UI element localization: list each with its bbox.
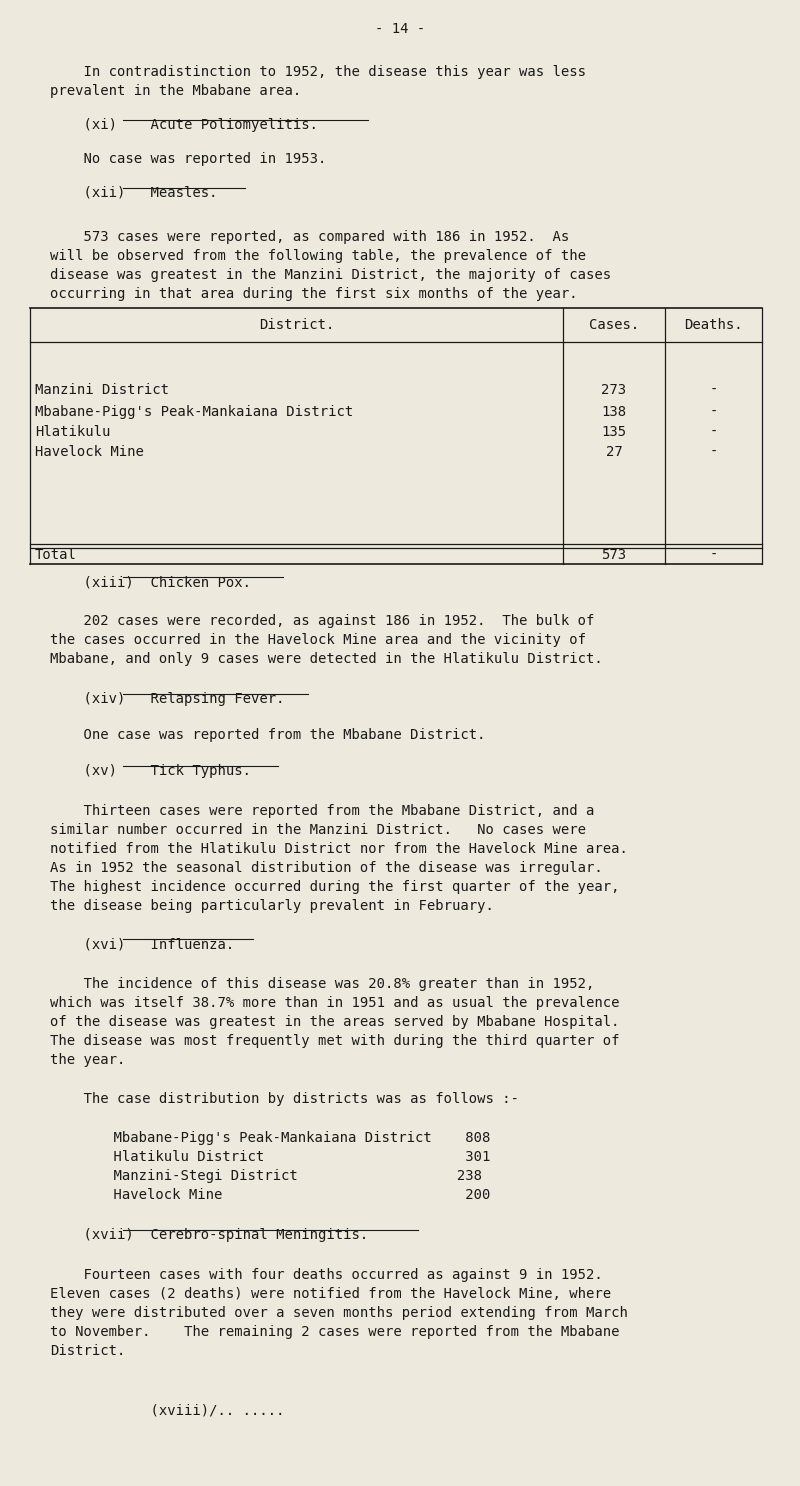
Text: -: - (710, 406, 718, 419)
Text: In contradistinction to 1952, the disease this year was less: In contradistinction to 1952, the diseas… (50, 65, 586, 79)
Text: Fourteen cases with four deaths occurred as against 9 in 1952.: Fourteen cases with four deaths occurred… (50, 1268, 602, 1282)
Text: 202 cases were recorded, as against 186 in 1952.  The bulk of: 202 cases were recorded, as against 186 … (50, 614, 594, 629)
Text: notified from the Hlatikulu District nor from the Havelock Mine area.: notified from the Hlatikulu District nor… (50, 843, 628, 856)
Text: to November.    The remaining 2 cases were reported from the Mbabane: to November. The remaining 2 cases were … (50, 1326, 619, 1339)
Text: Hlatikulu: Hlatikulu (35, 425, 110, 438)
Text: Hlatikulu District                        301: Hlatikulu District 301 (80, 1150, 490, 1164)
Text: 573: 573 (602, 548, 626, 562)
Text: Havelock Mine: Havelock Mine (35, 444, 144, 459)
Text: - 14 -: - 14 - (375, 22, 425, 36)
Text: Deaths.: Deaths. (684, 318, 743, 331)
Text: One case was reported from the Mbabane District.: One case was reported from the Mbabane D… (50, 728, 486, 742)
Text: 27: 27 (606, 444, 622, 459)
Text: 135: 135 (602, 425, 626, 438)
Text: of the disease was greatest in the areas served by Mbabane Hospital.: of the disease was greatest in the areas… (50, 1015, 619, 1028)
Text: (xi)    Acute Poliomyelitis.: (xi) Acute Poliomyelitis. (50, 117, 318, 132)
Text: (xii)   Measles.: (xii) Measles. (50, 186, 218, 201)
Text: which was itself 38.7% more than in 1951 and as usual the prevalence: which was itself 38.7% more than in 1951… (50, 996, 619, 1010)
Text: (xviii)/.. .....: (xviii)/.. ..... (50, 1404, 285, 1418)
Text: (xvi)   Influenza.: (xvi) Influenza. (50, 938, 234, 951)
Text: The highest incidence occurred during the first quarter of the year,: The highest incidence occurred during th… (50, 880, 619, 895)
Text: Cases.: Cases. (589, 318, 639, 331)
Text: -: - (710, 383, 718, 397)
Text: (xiii)  Chicken Pox.: (xiii) Chicken Pox. (50, 575, 251, 588)
Text: The disease was most frequently met with during the third quarter of: The disease was most frequently met with… (50, 1034, 619, 1048)
Text: The incidence of this disease was 20.8% greater than in 1952,: The incidence of this disease was 20.8% … (50, 976, 594, 991)
Text: The case distribution by districts was as follows :-: The case distribution by districts was a… (50, 1092, 519, 1106)
Text: -: - (710, 548, 718, 562)
Text: -: - (710, 444, 718, 459)
Text: No case was reported in 1953.: No case was reported in 1953. (50, 152, 326, 166)
Text: Havelock Mine                             200: Havelock Mine 200 (80, 1187, 490, 1202)
Text: Mbabane-Pigg's Peak-Mankaiana District    808: Mbabane-Pigg's Peak-Mankaiana District 8… (80, 1131, 490, 1146)
Text: Eleven cases (2 deaths) were notified from the Havelock Mine, where: Eleven cases (2 deaths) were notified fr… (50, 1287, 611, 1302)
Text: 573 cases were reported, as compared with 186 in 1952.  As: 573 cases were reported, as compared wit… (50, 230, 570, 244)
Text: similar number occurred in the Manzini District.   No cases were: similar number occurred in the Manzini D… (50, 823, 586, 837)
Text: the cases occurred in the Havelock Mine area and the vicinity of: the cases occurred in the Havelock Mine … (50, 633, 586, 646)
Text: (xiv)   Relapsing Fever.: (xiv) Relapsing Fever. (50, 692, 285, 706)
Text: 273: 273 (602, 383, 626, 397)
Text: disease was greatest in the Manzini District, the majority of cases: disease was greatest in the Manzini Dist… (50, 267, 611, 282)
Text: District.: District. (259, 318, 334, 331)
Text: Thirteen cases were reported from the Mbabane District, and a: Thirteen cases were reported from the Mb… (50, 804, 594, 817)
Text: they were distributed over a seven months period extending from March: they were distributed over a seven month… (50, 1306, 628, 1320)
Text: Mbabane, and only 9 cases were detected in the Hlatikulu District.: Mbabane, and only 9 cases were detected … (50, 652, 602, 666)
Text: will be observed from the following table, the prevalence of the: will be observed from the following tabl… (50, 250, 586, 263)
Text: Mbabane-Pigg's Peak-Mankaiana District: Mbabane-Pigg's Peak-Mankaiana District (35, 406, 354, 419)
Text: the disease being particularly prevalent in February.: the disease being particularly prevalent… (50, 899, 494, 912)
Text: (xv)    Tick Typhus.: (xv) Tick Typhus. (50, 764, 251, 779)
Text: District.: District. (50, 1343, 126, 1358)
Text: Manzini District: Manzini District (35, 383, 169, 397)
Text: prevalent in the Mbabane area.: prevalent in the Mbabane area. (50, 85, 302, 98)
Text: 138: 138 (602, 406, 626, 419)
Text: the year.: the year. (50, 1054, 126, 1067)
Text: Manzini-Stegi District                   238: Manzini-Stegi District 238 (80, 1169, 482, 1183)
Text: occurring in that area during the first six months of the year.: occurring in that area during the first … (50, 287, 578, 302)
Text: Total: Total (35, 548, 77, 562)
Text: (xvii)  Cerebro-spinal Meningitis.: (xvii) Cerebro-spinal Meningitis. (50, 1227, 368, 1242)
Text: -: - (710, 425, 718, 438)
Text: As in 1952 the seasonal distribution of the disease was irregular.: As in 1952 the seasonal distribution of … (50, 860, 602, 875)
